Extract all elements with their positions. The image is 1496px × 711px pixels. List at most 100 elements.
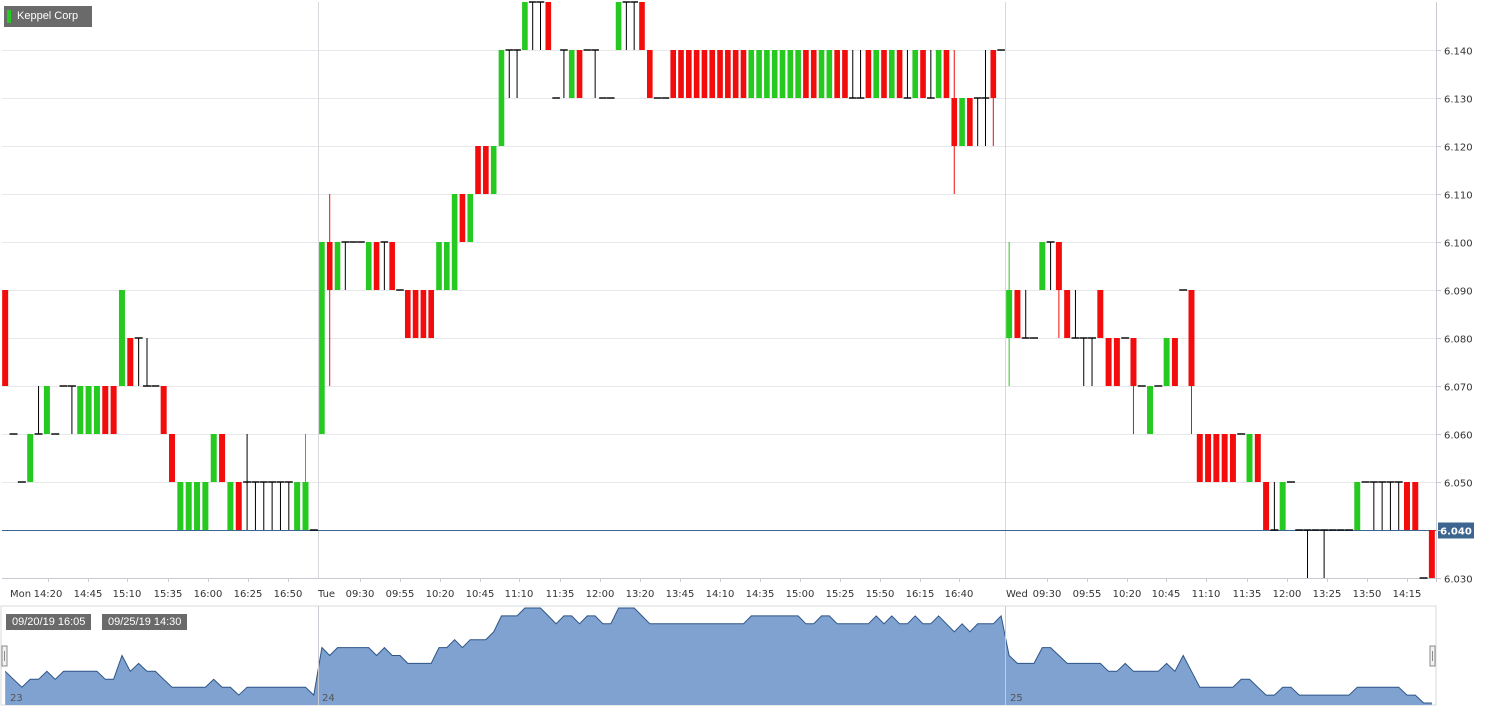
ohlc-bar [467,194,474,242]
ohlc-bars [2,1,1435,579]
ohlc-bar [771,50,778,98]
x-tick-label: 15:25 [826,589,855,600]
bar-body [118,290,125,386]
ohlc-bar [102,386,109,434]
bar-body [1229,434,1236,482]
x-tick-label: 16:50 [274,589,303,600]
bar-body [1279,482,1286,530]
ohlc-bar [127,338,134,386]
last-price-label-bg [1438,522,1474,539]
ohlc-bar [1386,481,1395,530]
x-tick-label: 10:45 [1152,589,1181,600]
bar-body [177,482,184,530]
navigator-handle[interactable] [1,645,8,667]
bar-body [43,386,50,434]
x-tick-label: 13:25 [1313,589,1342,600]
bar-body [1354,482,1361,530]
bar-body [365,242,372,290]
ohlc-bar [943,50,950,98]
ohlc-bar [717,50,723,98]
bar-body [693,50,700,98]
ohlc-bar [912,50,919,98]
bar-body [1428,530,1435,578]
bar-body [646,50,653,98]
ohlc-bar [1196,434,1203,482]
bar-body [967,98,973,146]
ohlc-bar [856,50,865,99]
ohlc-bar [701,50,708,98]
ohlc-bar [1055,242,1062,338]
ohlc-bar [646,50,653,98]
ohlc-bar [243,434,252,530]
navigator-day-label: 24 [322,693,335,704]
x-tick-label: 14:20 [34,589,63,600]
x-tick-label: 14:15 [1393,589,1422,600]
ohlc-bar [803,50,809,98]
bar-body [444,242,450,290]
bar-body [576,50,583,98]
y-axis: 6.140 6.130 6.120 6.110 6.100 6.090 6.080 6.070… [1436,47,1473,586]
ohlc-bar [528,1,537,50]
ohlc-bar [981,50,990,146]
ohlc-bar [34,386,43,435]
bar-body [639,1,645,50]
legend-swatch [7,10,11,23]
bar-body [943,50,950,98]
ohlc-bar [622,1,631,50]
ohlc-bar [319,242,325,434]
y-tick-label: 6.140 [1444,47,1473,58]
ohlc-bar [1404,482,1410,530]
bar-body [834,50,840,98]
ohlc-bar [276,481,285,530]
x-tick-label: 10:20 [1113,589,1142,600]
bar-body [1254,434,1261,482]
bar-body [428,290,435,338]
bar-body [1404,482,1410,530]
bar-body [219,434,226,482]
ohlc-bar [568,50,575,98]
bar-body [294,482,301,530]
bar-body [1113,338,1120,386]
ohlc-bar [27,434,34,482]
ohlc-bar [709,50,716,98]
ohlc-bar [1046,241,1055,290]
ohlc-bar [935,50,942,98]
ohlc-bar [1221,434,1228,482]
ohlc-bar [725,50,731,98]
bar-body [1246,434,1253,482]
ohlc-bar [1270,482,1279,531]
ohlc-bar [326,194,333,386]
bar-body [779,50,786,98]
bar-body [185,482,192,530]
x-tick-label: 09:30 [1033,589,1062,600]
ohlc-bar [259,481,268,530]
bar-body [717,50,723,98]
ohlc-bar [1246,434,1253,482]
ohlc-bar [756,50,762,98]
navigator[interactable]: 23 24 25 [0,605,1437,706]
legend[interactable]: Keppel Corp [4,6,93,27]
navigator-handle[interactable] [1429,645,1436,667]
bar-body [888,50,895,98]
ohlc-bar [576,50,583,98]
bar-body [912,50,919,98]
bar-body [670,50,677,98]
ohlc-bar [748,50,755,98]
ohlc-bar [475,146,481,194]
bar-body [896,50,903,98]
ohlc-bar [67,385,76,434]
ohlc-bar [927,50,935,99]
bar-body [160,386,167,434]
bar-body [194,482,201,530]
ohlc-bar [826,50,833,98]
navigator-area [5,608,1432,705]
bar-body [1097,290,1104,338]
bar-body [1055,242,1062,290]
ohlc-bar [185,482,192,530]
ohlc-bar [365,242,372,290]
ohlc-bar [1378,481,1387,530]
ohlc-bar [1428,530,1435,578]
ohlc-bar [389,242,395,290]
bar-body [1147,386,1154,434]
